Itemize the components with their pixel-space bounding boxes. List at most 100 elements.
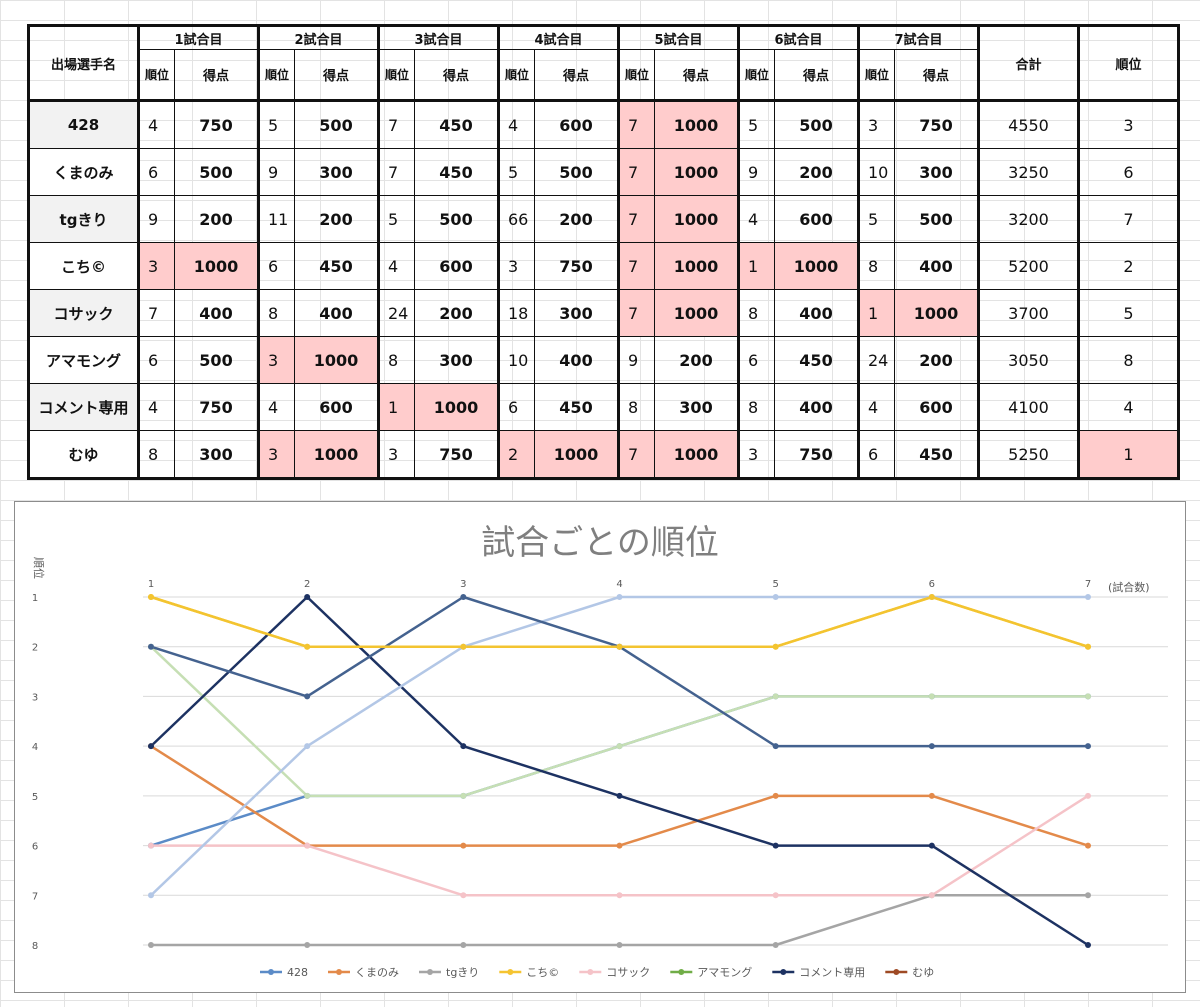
game-score-cell: 1000 [654, 195, 739, 243]
game-score-cell: 600 [534, 100, 619, 149]
game-score-header: 得点 [894, 49, 979, 101]
game-rank-cell: 9 [617, 336, 655, 384]
y-tick-label: 3 [32, 692, 38, 703]
game-rank-cell: 3 [257, 336, 295, 384]
legend-swatch-marker [678, 969, 685, 975]
game-score-cell: 1000 [654, 430, 739, 479]
legend-swatch-marker [268, 969, 274, 975]
data-point [616, 643, 623, 650]
game-header: 7試合目 [857, 25, 979, 50]
game-rank-cell: 7 [617, 148, 655, 196]
data-point [148, 643, 154, 650]
x-tick-label: 2 [304, 579, 310, 590]
data-point [304, 842, 311, 849]
player-row: むゆ 8 300 3 1000 3 750 2 1000 7 1000 3 750 6 450 5250 1 [28, 430, 1179, 479]
game-score-cell: 750 [774, 430, 859, 479]
game-rank-cell: 6 [137, 148, 175, 196]
game-score-cell: 500 [774, 100, 859, 149]
data-point [772, 693, 779, 700]
series-line [150, 595, 1089, 648]
game-header: 5試合目 [617, 25, 739, 50]
game-rank-cell: 6 [737, 336, 775, 384]
game-rank-cell: 1 [857, 289, 895, 337]
game-score-cell: 450 [774, 336, 859, 384]
data-point [772, 842, 779, 849]
data-point [1085, 643, 1091, 650]
data-point [772, 792, 779, 799]
game-score-cell: 1000 [174, 242, 259, 290]
data-point [928, 792, 935, 799]
player-row: tgきり 9 200 11 200 5 500 66 200 7 1000 4 600 5 500 3200 7 [28, 195, 1179, 243]
data-point [304, 792, 311, 799]
game-score-cell: 1000 [414, 383, 499, 431]
game-score-cell: 750 [174, 100, 259, 149]
data-point [616, 743, 623, 750]
game-score-cell: 500 [894, 195, 979, 243]
game-score-cell: 200 [894, 336, 979, 384]
player-row: 428 4 750 5 500 7 450 4 600 7 1000 5 500 3 750 4550 3 [28, 100, 1179, 149]
data-point [304, 594, 311, 600]
game-score-cell: 1000 [294, 336, 379, 384]
x-tick-label: 5 [772, 579, 778, 590]
game-rank-cell: 7 [617, 195, 655, 243]
legend-label: アマモング [697, 965, 752, 979]
final-rank-cell: 7 [1077, 195, 1179, 243]
legend-swatch-marker [507, 969, 514, 975]
game-rank-cell: 8 [257, 289, 295, 337]
game-rank-cell: 6 [497, 383, 535, 431]
game-score-header: 得点 [414, 49, 499, 101]
game-rank-cell: 4 [137, 383, 175, 431]
final-rank-cell: 3 [1077, 100, 1179, 149]
game-rank-cell: 9 [137, 195, 175, 243]
game-rank-cell: 8 [617, 383, 655, 431]
game-rank-header: 順位 [737, 49, 775, 101]
game-rank-cell: 8 [737, 289, 775, 337]
game-header: 4試合目 [497, 25, 619, 50]
game-score-cell: 400 [174, 289, 259, 337]
game-rank-cell: 8 [377, 336, 415, 384]
final-rank-cell: 1 [1077, 430, 1179, 479]
game-rank-cell: 4 [737, 195, 775, 243]
game-score-cell: 600 [414, 242, 499, 290]
header-row-subcolumns: 順位 得点 順位 得点 順位 得点 順位 得点 順位 得点 順位 得点 順位 得点 [29, 49, 1179, 101]
game-score-cell: 200 [174, 195, 259, 243]
game-rank-cell: 66 [497, 195, 535, 243]
game-header: 6試合目 [737, 25, 859, 50]
game-rank-cell: 8 [857, 242, 895, 290]
game-rank-cell: 5 [737, 100, 775, 149]
chart-frame: 試合ごとの順位 1 2 3 4 5 6 7 8 順位 1 2 3 4 5 6 7 (試合数) 428 くまのみ tgきり… [14, 501, 1186, 993]
final-rank-cell: 5 [1077, 289, 1179, 337]
game-rank-header: 順位 [617, 49, 655, 101]
game-score-cell: 450 [534, 383, 619, 431]
y-tick-label: 1 [32, 593, 38, 604]
data-point [148, 594, 154, 600]
game-score-cell: 300 [174, 430, 259, 479]
data-point [772, 643, 779, 650]
game-score-cell: 1000 [654, 148, 739, 196]
game-rank-cell: 7 [617, 430, 655, 479]
game-score-cell: 750 [174, 383, 259, 431]
game-score-cell: 500 [534, 148, 619, 196]
data-point [928, 892, 935, 899]
game-rank-cell: 7 [377, 148, 415, 196]
y-tick-label: 8 [32, 941, 38, 952]
data-point [148, 842, 154, 849]
game-rank-cell: 2 [497, 430, 535, 479]
game-rank-cell: 10 [857, 148, 895, 196]
game-score-cell: 1000 [654, 289, 739, 337]
data-point [460, 892, 467, 899]
game-rank-header: 順位 [257, 49, 295, 101]
data-point [616, 792, 623, 799]
game-score-cell: 200 [774, 148, 859, 196]
player-row: アマモング 6 500 3 1000 8 300 10 400 9 200 6 450 24 200 3050… [28, 336, 1179, 384]
game-score-cell: 300 [294, 148, 379, 196]
data-point [460, 743, 467, 750]
player-name-cell: コメント専用 [28, 383, 139, 431]
data-point [1085, 892, 1091, 899]
game-score-cell: 400 [294, 289, 379, 337]
data-point [1085, 594, 1091, 600]
game-rank-header: 順位 [137, 49, 175, 101]
data-point [928, 594, 935, 600]
x-tick-label: 7 [1085, 579, 1091, 590]
y-tick-label: 5 [32, 792, 38, 803]
